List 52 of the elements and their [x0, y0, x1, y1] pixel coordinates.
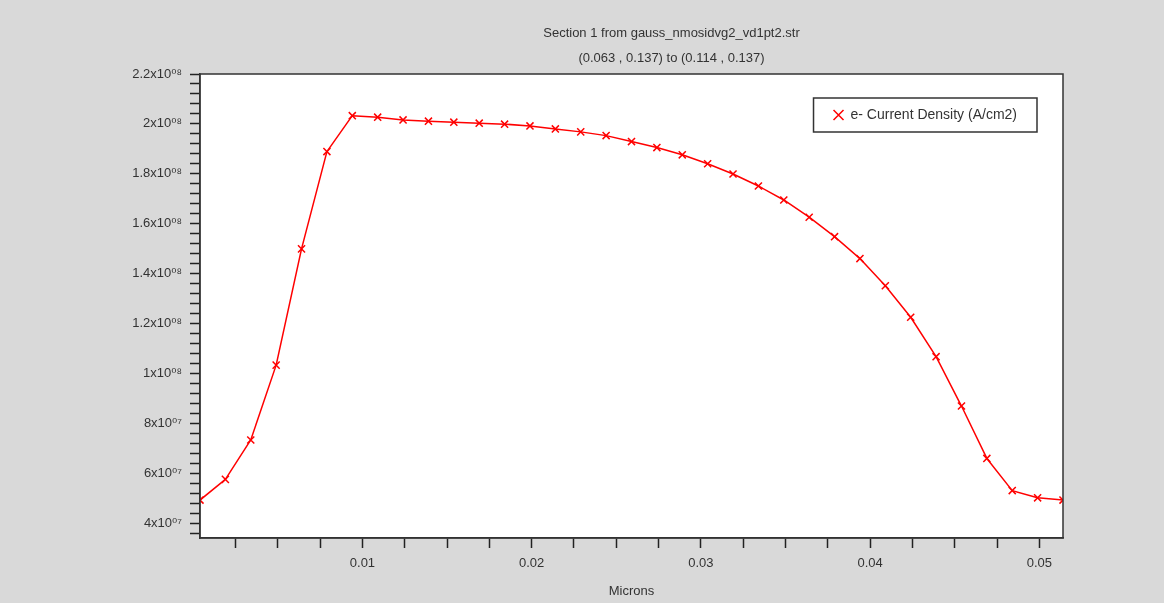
point: [398, 115, 408, 125]
point: [881, 281, 890, 291]
point: [728, 169, 738, 179]
x-tick-label: 0.04: [857, 555, 883, 571]
point: [982, 454, 992, 463]
y-tick-label: 2x10⁰⁸: [143, 115, 182, 131]
point: [474, 118, 484, 128]
point: [1033, 493, 1042, 503]
point: [297, 244, 306, 254]
point: [652, 143, 662, 152]
y-tick-label: 1.8x10⁰⁸: [132, 165, 182, 181]
point: [855, 254, 865, 263]
point: [424, 116, 433, 126]
point: [677, 150, 687, 160]
point: [525, 121, 535, 131]
y-tick-label: 8x10⁰⁷: [143, 414, 183, 430]
chart-subtitle: (0.063 , 0.137) to (0.114 , 0.137): [578, 49, 765, 65]
x-tick-label: 0.01: [349, 555, 376, 571]
point: [246, 435, 256, 445]
y-tick-label: 1.6x10⁰⁸: [132, 215, 182, 231]
point: [576, 127, 586, 137]
y-tick-label: 2.2x10⁰⁸: [132, 65, 182, 81]
point: [779, 195, 789, 205]
point: [830, 232, 839, 241]
y-tick-label: 4x10⁰⁷: [143, 514, 183, 530]
point: [703, 159, 712, 169]
point: [322, 147, 332, 156]
x-tick-label: 0.05: [1026, 555, 1052, 571]
y-tick-label: 1.2x10⁰⁸: [132, 315, 182, 331]
point: [601, 131, 611, 140]
legend-label: e- Current Density (A/cm2): [850, 105, 1017, 122]
point: [906, 312, 915, 322]
point: [449, 117, 459, 127]
y-tick-label: 1x10⁰⁸: [143, 364, 182, 380]
point: [1007, 486, 1017, 495]
point: [931, 352, 941, 361]
point: [754, 181, 763, 191]
point: [271, 360, 281, 370]
x-axis-title: Microns: [608, 582, 655, 598]
x-tick-label: 0.03: [688, 555, 714, 571]
x-tick-label: 0.02: [519, 555, 545, 571]
point: [627, 137, 636, 146]
chart-title: Section 1 from gauss_nmosidvg2_vd1pt2.str: [543, 24, 801, 40]
point: [551, 124, 560, 134]
point: [500, 119, 509, 129]
point: [957, 401, 966, 411]
point: [804, 212, 814, 222]
y-tick-label: 6x10⁰⁷: [143, 464, 183, 480]
point: [221, 475, 230, 484]
y-tick-label: 1.4x10⁰⁸: [132, 265, 182, 281]
point: [348, 111, 357, 120]
point: [373, 112, 382, 122]
